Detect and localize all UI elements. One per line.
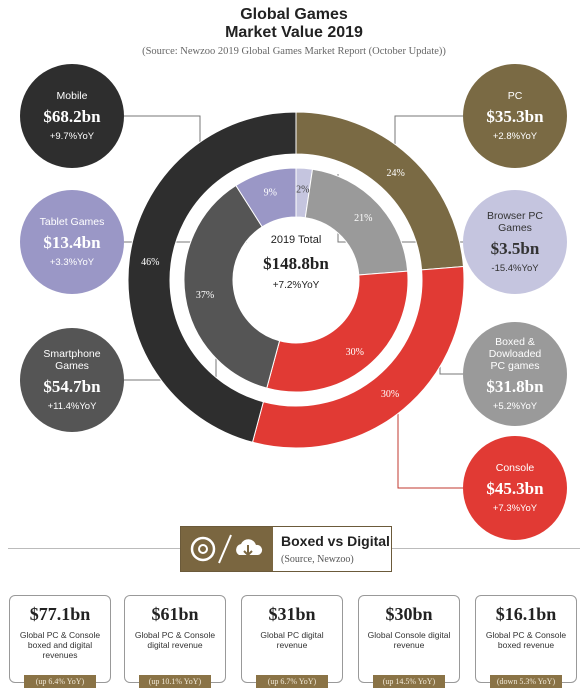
donut-segment-boxed-inner-ring (304, 168, 409, 276)
divider-right (392, 548, 580, 549)
donut-segment-mobile-outer-ring (127, 111, 297, 443)
card-description: Global Console digital revenue (367, 630, 451, 650)
inner-ring (183, 167, 409, 393)
bubble-mobile-value: $68.2bn (43, 107, 101, 126)
percent-label-browser-inner-ring: 2% (296, 184, 309, 195)
disc-and-cloud-download-icon (190, 534, 263, 564)
bubble-pc-label: PC (507, 90, 523, 102)
slash-icon (218, 534, 232, 564)
bubble-console-label: Console (495, 462, 535, 474)
card-description: Global PC & Console boxed and digital re… (19, 630, 101, 660)
percent-label-boxed-inner-ring: 21% (354, 213, 372, 224)
percent-label-smartphone-inner-ring: 37% (196, 290, 214, 301)
percent-label-mobile-outer-ring: 46% (141, 257, 159, 268)
card-description: Global PC digital revenue (260, 630, 324, 650)
bubble-boxed-label: Boxed & Dowloaded PC games (488, 336, 542, 372)
stat-card: $30bn Global Console digital revenue (up… (358, 595, 460, 688)
card-change: (up 6.7% YoY) (256, 675, 328, 688)
bubble-pc-value: $35.3bn (486, 107, 544, 126)
bubble-smartphone-yoy: +11.4%YoY (47, 401, 97, 412)
bubble-mobile-label: Mobile (56, 90, 88, 102)
bubble-mobile: Mobile $68.2bn +9.7%YoY (20, 64, 124, 168)
bubble-smartphone-label: Smartphone Games (43, 348, 101, 372)
bubble-boxed-value: $31.8bn (486, 377, 544, 396)
chart-title-line1: Global Games (240, 6, 348, 23)
donut-segment-console-inner-ring (266, 270, 409, 393)
card-change: (up 10.1% YoY) (139, 675, 211, 688)
donut-center: 2019 Total $148.8bn +7.2%YoY (236, 234, 356, 291)
percent-label-tablet-inner-ring: 9% (264, 188, 277, 199)
bubble-pc: PC $35.3bn +2.8%YoY (463, 64, 567, 168)
center-yoy: +7.2%YoY (272, 280, 320, 291)
bubble-tablet-label: Tablet Games (39, 216, 105, 228)
bubble-browser-label: Browser PC Games (486, 210, 543, 234)
donut-segment-tablet-inner-ring (235, 167, 297, 228)
stat-card: $61bn Global PC & Console digital revenu… (124, 595, 226, 688)
bubble-console-value: $45.3bn (486, 479, 544, 498)
card-description: Global PC & Console digital revenue (134, 630, 216, 650)
divider-left (8, 548, 180, 549)
bubble-smartphone: Smartphone Games $54.7bn +11.4%YoY (20, 328, 124, 432)
bubble-boxed-yoy: +5.2%YoY (492, 401, 538, 412)
connector-line (397, 412, 463, 489)
stat-card: $16.1bn Global PC & Console boxed revenu… (475, 595, 577, 688)
boxed-vs-digital-header: Boxed vs Digital (Source, Newzoo) (180, 526, 392, 572)
bubble-browser-yoy: -15.4%YoY (491, 263, 539, 274)
bubble-smartphone-value: $54.7bn (43, 377, 101, 396)
connector-line (394, 115, 463, 152)
bubble-browser-value: $3.5bn (490, 239, 540, 258)
card-value: $16.1bn (495, 604, 557, 624)
cloud-download-icon (236, 539, 263, 557)
bubble-console-yoy: +7.3%YoY (492, 503, 538, 514)
center-label: 2019 Total (270, 234, 322, 246)
boxed-vs-digital-heading: Boxed vs Digital (281, 533, 390, 549)
percent-label-console-inner-ring: 30% (346, 347, 364, 358)
card-value: $31bn (268, 604, 316, 624)
card-change: (up 14.5% YoY) (373, 675, 445, 688)
card-description: Global PC & Console boxed revenue (485, 630, 567, 650)
stat-card: $77.1bn Global PC & Console boxed and di… (9, 595, 111, 688)
bubble-console: Console $45.3bn +7.3%YoY (463, 436, 567, 540)
percent-label-pc-outer-ring: 24% (387, 168, 405, 179)
bubble-mobile-yoy: +9.7%YoY (49, 131, 95, 142)
card-value: $61bn (151, 604, 199, 624)
bubble-browser: Browser PC Games $3.5bn -15.4%YoY (463, 190, 567, 294)
bubble-boxed: Boxed & Dowloaded PC games $31.8bn +5.2%… (463, 322, 567, 426)
bubble-tablet-yoy: +3.3%YoY (49, 257, 95, 268)
donut-chart: 24% 30% 46% 2% 21% 30% 37% 9% (124, 111, 465, 489)
bubble-pc-yoy: +2.8%YoY (492, 131, 538, 142)
disc-icon (190, 536, 216, 562)
card-value: $30bn (385, 604, 433, 624)
donut-segment-smartphone-inner-ring (183, 184, 281, 389)
card-change: (down 5.3% YoY) (490, 675, 562, 688)
outer-ring (127, 111, 465, 449)
card-value: $77.1bn (29, 604, 91, 624)
bubble-tablet-value: $13.4bn (43, 233, 101, 252)
center-value: $148.8bn (263, 254, 329, 273)
boxed-vs-digital-source: (Source, Newzoo) (281, 554, 354, 565)
chart-source: (Source: Newzoo 2019 Global Games Market… (142, 46, 446, 57)
chart-title-line2: Market Value 2019 (225, 24, 363, 41)
stat-card: $31bn Global PC digital revenue (up 6.7%… (241, 595, 343, 688)
card-change: (up 6.4% YoY) (24, 675, 96, 688)
bubble-tablet: Tablet Games $13.4bn +3.3%YoY (20, 190, 124, 294)
percent-labels: 24% 30% 46% 2% 21% 30% 37% 9% (141, 168, 405, 400)
percent-label-console-outer-ring: 30% (381, 389, 399, 400)
chart-title-block: Global Games Market Value 2019 (Source: … (0, 6, 588, 57)
boxed-vs-digital-icons (181, 527, 273, 571)
